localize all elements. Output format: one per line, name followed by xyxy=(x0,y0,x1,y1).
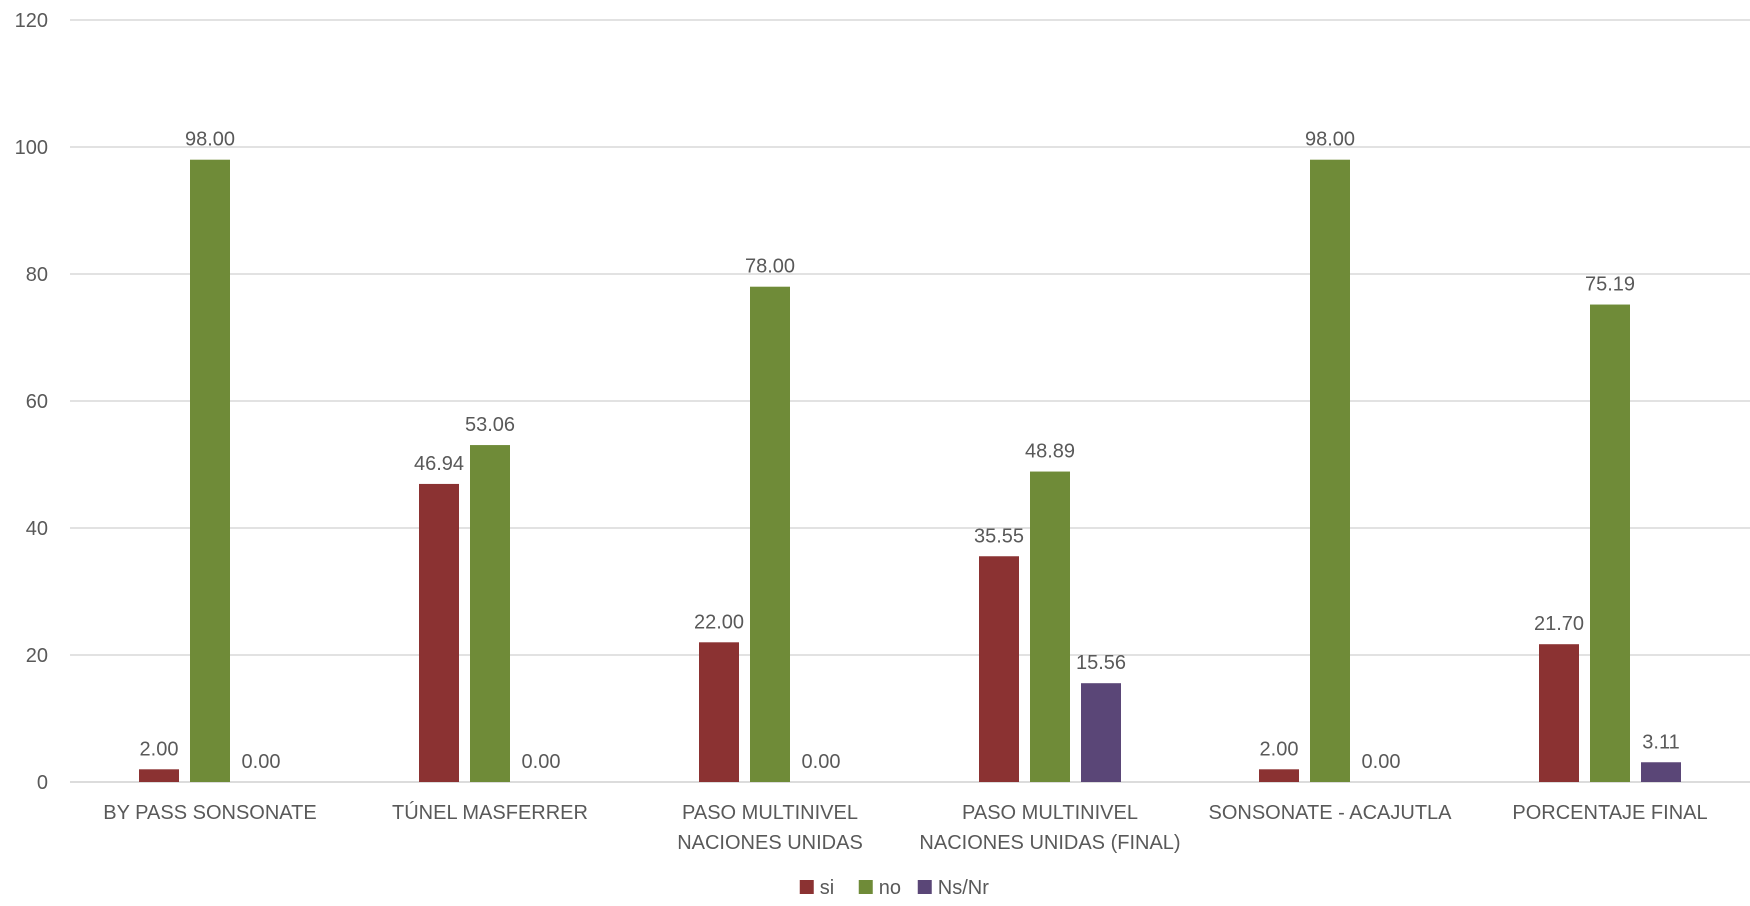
data-label: 22.00 xyxy=(694,611,744,633)
y-tick-label: 80 xyxy=(26,264,48,286)
data-label: 2.00 xyxy=(140,738,179,760)
data-label: 0.00 xyxy=(242,751,281,773)
bar-ns-nr xyxy=(1641,762,1681,782)
bar-no xyxy=(750,286,790,782)
bar-si xyxy=(1539,644,1579,782)
data-label: 0.00 xyxy=(1362,751,1401,773)
data-label: 53.06 xyxy=(465,414,515,436)
data-label: 48.89 xyxy=(1025,441,1075,463)
category-label: TÚNEL MASFERRER xyxy=(392,801,588,824)
data-label: 98.00 xyxy=(1305,129,1355,151)
bar-no xyxy=(1030,471,1070,782)
y-tick-label: 100 xyxy=(15,137,48,159)
y-tick-label: 40 xyxy=(26,518,48,540)
legend-swatch xyxy=(858,880,873,894)
category-label: PASO MULTINIVEL xyxy=(682,802,858,824)
bar-si xyxy=(979,556,1019,782)
category-label: PASO MULTINIVEL xyxy=(962,802,1138,824)
category-label: SONSONATE - ACAJUTLA xyxy=(1208,802,1452,824)
category-label: BY PASS SONSONATE xyxy=(103,802,316,824)
legend-label: no xyxy=(879,877,901,899)
category-label: NACIONES UNIDAS xyxy=(677,832,863,854)
y-tick-label: 0 xyxy=(37,772,48,794)
bar-si xyxy=(139,769,179,782)
bar-no xyxy=(190,159,230,782)
legend-swatch xyxy=(799,880,814,894)
data-label: 75.19 xyxy=(1585,274,1635,296)
y-tick-label: 120 xyxy=(15,10,48,32)
data-label: 2.00 xyxy=(1260,738,1299,760)
bar-no xyxy=(1590,304,1630,782)
bar-si xyxy=(1259,769,1299,782)
legend-swatch xyxy=(917,880,932,894)
data-label: 35.55 xyxy=(974,525,1024,547)
bar-no xyxy=(1310,159,1350,782)
legend-label: si xyxy=(820,877,834,899)
data-label: 98.00 xyxy=(185,129,235,151)
data-label: 3.11 xyxy=(1642,731,1679,753)
data-label: 0.00 xyxy=(802,751,841,773)
bar-si xyxy=(419,483,459,782)
category-label: PORCENTAJE FINAL xyxy=(1512,802,1707,824)
data-label: 78.00 xyxy=(745,256,795,278)
category-label: NACIONES UNIDAS (FINAL) xyxy=(919,832,1180,854)
bar-si xyxy=(699,642,739,782)
y-tick-label: 60 xyxy=(26,391,48,413)
data-label: 46.94 xyxy=(414,453,464,475)
data-label: 15.56 xyxy=(1076,652,1126,674)
y-tick-label: 20 xyxy=(26,645,48,667)
bar-ns-nr xyxy=(1081,683,1121,782)
data-label: 21.70 xyxy=(1534,613,1584,635)
data-label: 0.00 xyxy=(522,751,561,773)
bar-no xyxy=(470,445,510,782)
legend-label: Ns/Nr xyxy=(938,877,989,899)
